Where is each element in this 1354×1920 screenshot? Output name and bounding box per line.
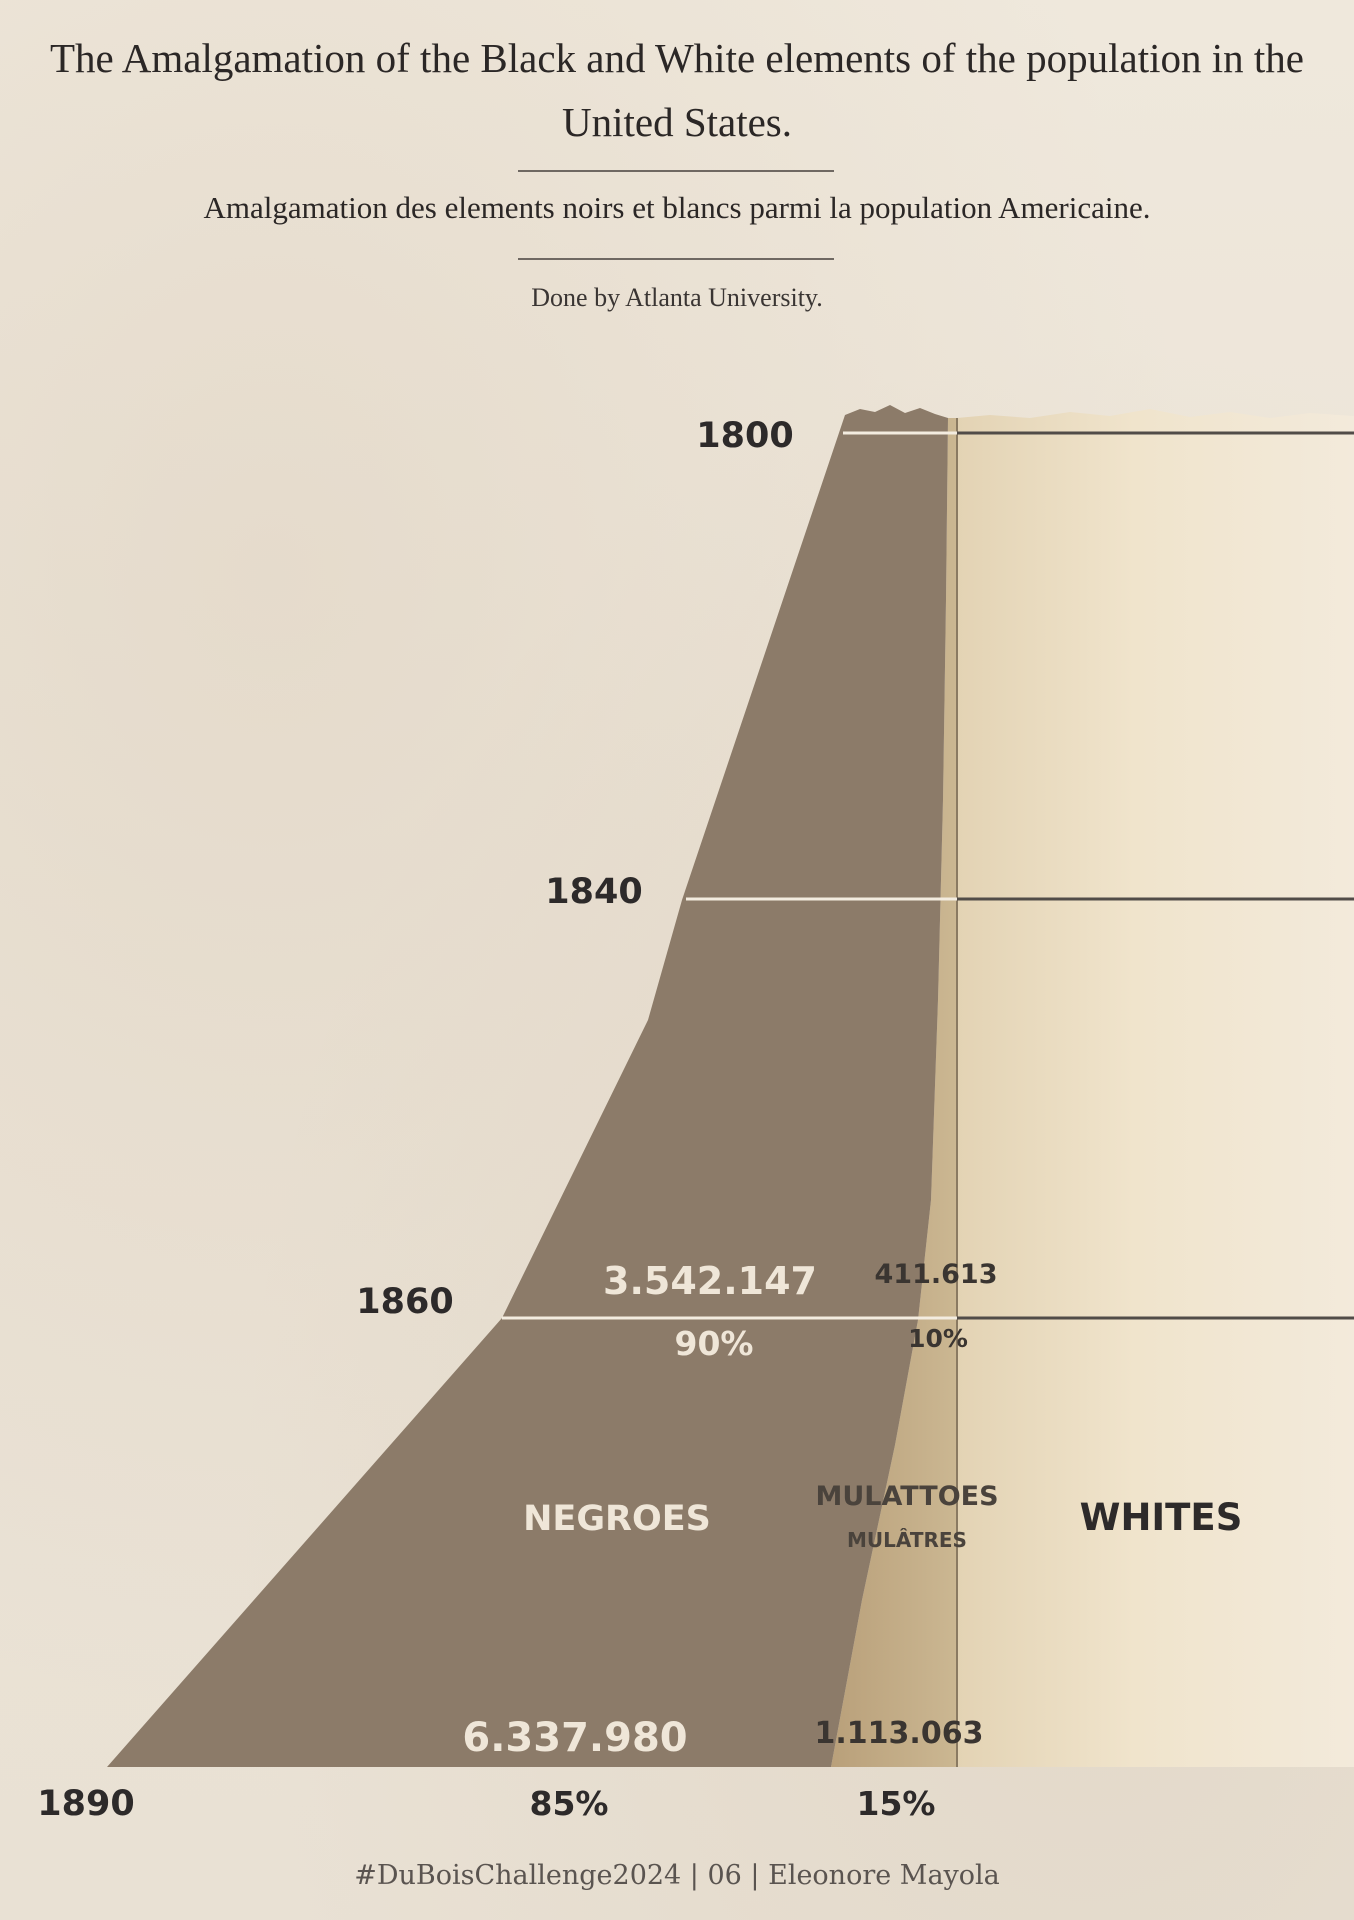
- chart-credit: Done by Atlanta University.: [531, 283, 823, 312]
- pct-negroes-1860: 90%: [675, 1324, 754, 1363]
- band-mulattoes: [831, 418, 957, 1767]
- year-label-1890: 1890: [37, 1784, 134, 1824]
- pct-mulattoes-1890: 15%: [857, 1784, 936, 1823]
- band-label-mulattoes: MULATTOES: [815, 1481, 998, 1512]
- year-rules: [502, 431, 1354, 1320]
- band-label-mulattoes-fr: MULÂTRES: [847, 1528, 967, 1552]
- band-negroes: [107, 405, 948, 1767]
- chart-title: The Amalgamation of the Black and White …: [50, 35, 1304, 145]
- band-label-negroes: NEGROES: [523, 1499, 711, 1539]
- value-negroes-1860: 3.542.147: [603, 1259, 817, 1303]
- year-label-1860: 1860: [356, 1282, 453, 1322]
- year-label-1800: 1800: [696, 416, 793, 456]
- band-whites: [957, 409, 1354, 1767]
- caption: #DuBoisChallenge2024 | 06 | Eleonore May…: [354, 1860, 1000, 1891]
- pct-negroes-1890: 85%: [530, 1784, 609, 1823]
- value-mulattoes-1890: 1.113.063: [815, 1716, 984, 1751]
- title-divider-bottom: [518, 258, 834, 260]
- title-divider-top: [518, 170, 834, 172]
- value-mulattoes-1860: 411.613: [875, 1259, 998, 1290]
- chart-subtitle: Amalgamation des elements noirs et blanc…: [203, 190, 1151, 225]
- pct-mulattoes-1860: 10%: [908, 1324, 968, 1353]
- value-negroes-1890: 6.337.980: [462, 1715, 687, 1761]
- year-label-1840: 1840: [545, 872, 642, 912]
- band-label-whites: WHITES: [1080, 1496, 1243, 1539]
